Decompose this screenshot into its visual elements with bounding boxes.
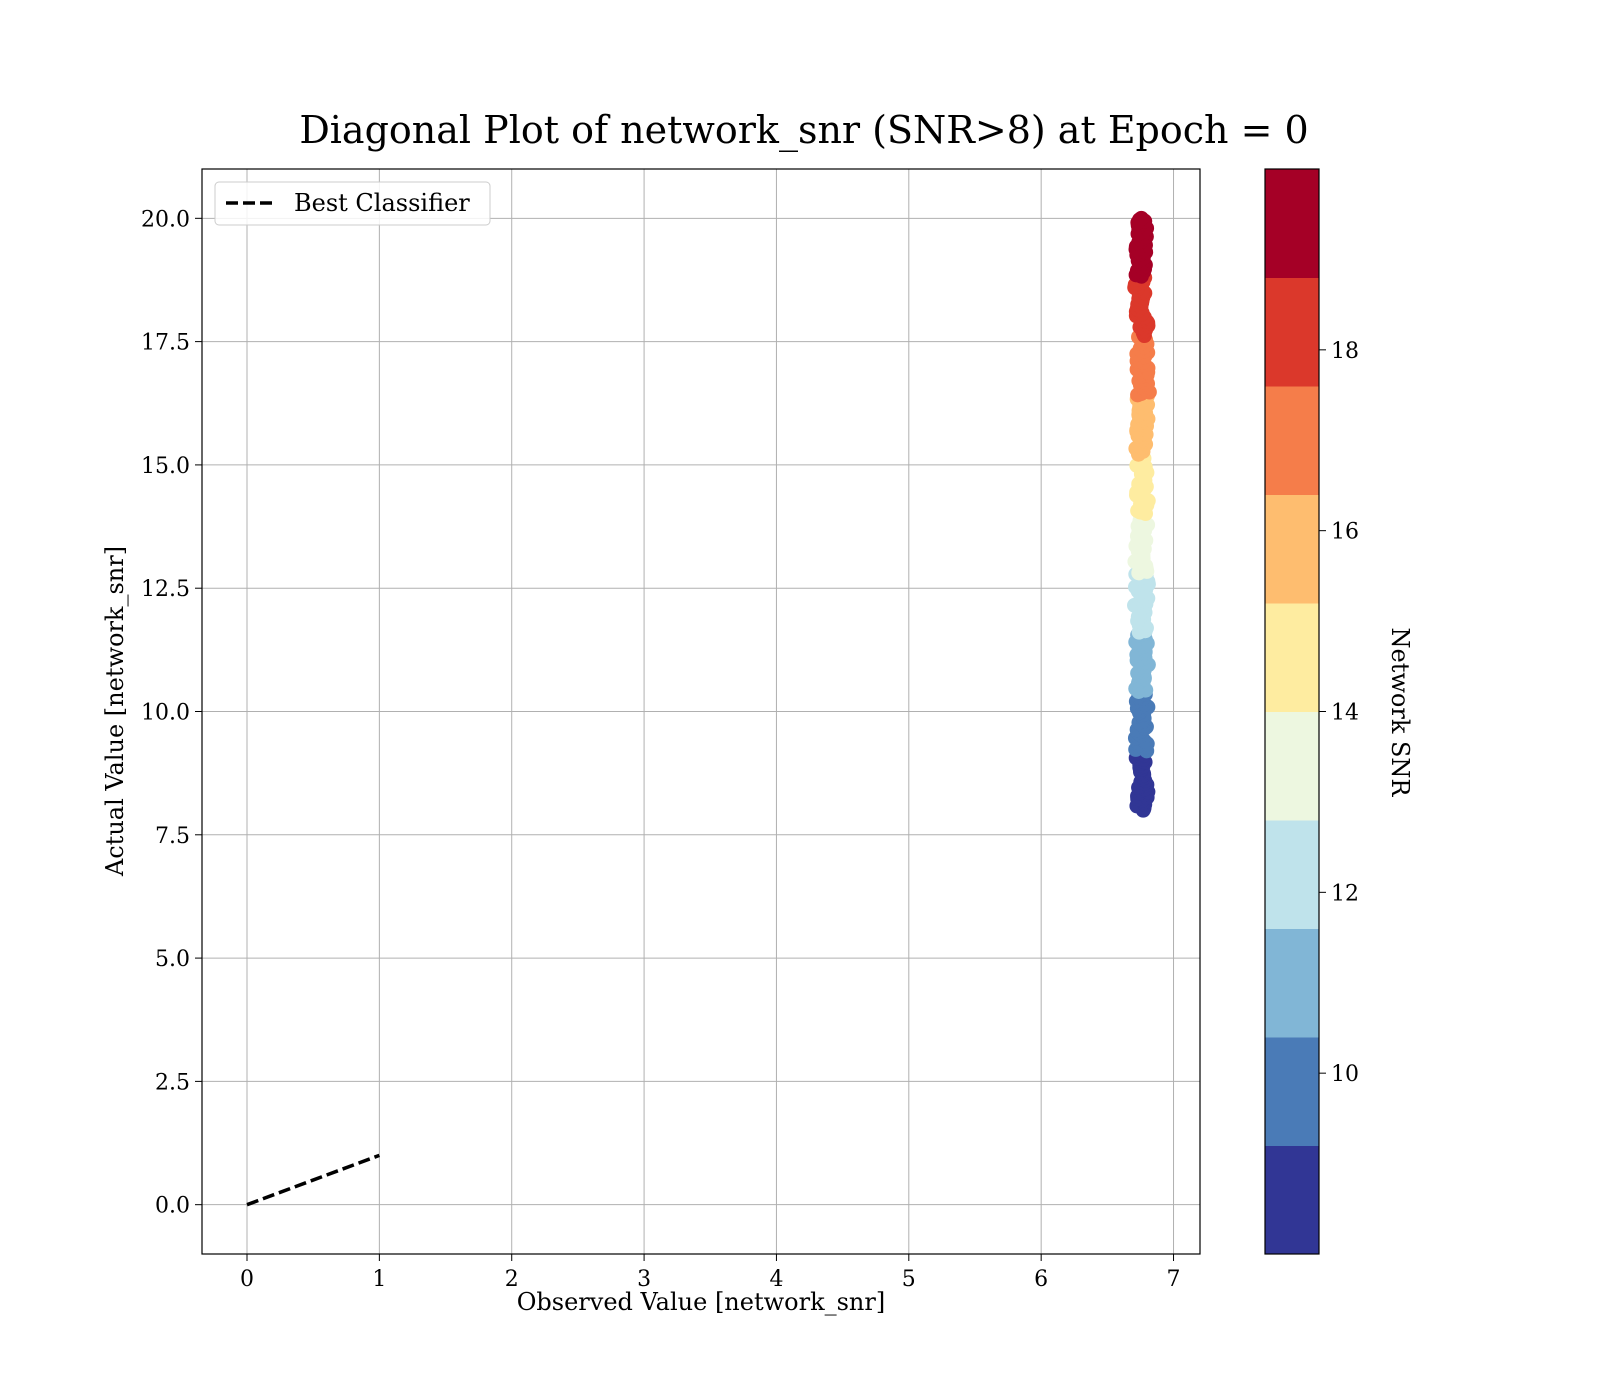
x-tick-label: 3 bbox=[637, 1267, 651, 1292]
y-tick-label: 20.0 bbox=[141, 207, 190, 232]
x-tick-label: 6 bbox=[1034, 1267, 1048, 1292]
colorbar bbox=[1264, 168, 1320, 1255]
x-tick-label: 2 bbox=[505, 1267, 519, 1292]
grid-lines bbox=[202, 169, 1200, 1254]
x-tick-label: 0 bbox=[240, 1267, 254, 1292]
colorbar-segment bbox=[1265, 711, 1319, 821]
x-axis-label: Observed Value [network_snr] bbox=[517, 1288, 885, 1316]
best-classifier-segment bbox=[246, 1153, 380, 1207]
x-tick-label: 1 bbox=[372, 1267, 386, 1292]
legend: Best Classifier bbox=[214, 181, 491, 226]
colorbar-tick-label: 14 bbox=[1331, 701, 1359, 726]
y-axis-label: Actual Value [network_snr] bbox=[101, 546, 129, 877]
legend-entry-best-classifier: Best Classifier bbox=[294, 189, 470, 217]
best-classifier-line bbox=[246, 1153, 380, 1207]
scatter-point bbox=[1133, 210, 1149, 226]
colorbar-segment bbox=[1265, 603, 1319, 712]
chart-title: Diagonal Plot of network_snr (SNR>8) at … bbox=[299, 108, 1308, 153]
x-tick-label: 5 bbox=[902, 1267, 916, 1292]
x-tick-label: 7 bbox=[1167, 1267, 1181, 1292]
y-tick-label: 0.0 bbox=[155, 1194, 190, 1219]
colorbar-tick-label: 16 bbox=[1331, 520, 1359, 545]
scatter-points bbox=[1127, 210, 1157, 818]
colorbar-segment bbox=[1265, 1037, 1319, 1146]
colorbar-ticks: 10 12 14 16 18 bbox=[1319, 339, 1359, 1087]
colorbar-segment bbox=[1265, 1145, 1319, 1255]
colorbar-segment bbox=[1265, 928, 1319, 1038]
colorbar-segment bbox=[1265, 820, 1319, 929]
colorbar-segment bbox=[1265, 386, 1319, 495]
colorbar-tick-label: 18 bbox=[1331, 339, 1359, 364]
colorbar-segment bbox=[1265, 169, 1319, 278]
y-axis-ticks: 0.0 2.5 5.0 7.5 10.0 12.5 15.0 17.5 20.0 bbox=[141, 207, 202, 1219]
y-tick-label: 15.0 bbox=[141, 454, 190, 479]
x-tick-label: 4 bbox=[769, 1267, 783, 1292]
y-tick-label: 7.5 bbox=[155, 824, 190, 849]
y-tick-label: 10.0 bbox=[141, 701, 190, 726]
colorbar-tick-label: 10 bbox=[1331, 1062, 1359, 1087]
legend-box bbox=[214, 181, 491, 226]
colorbar-tick-label: 12 bbox=[1331, 881, 1359, 906]
colorbar-label: Network SNR bbox=[1386, 628, 1414, 798]
colorbar-segment bbox=[1265, 494, 1319, 604]
y-tick-label: 17.5 bbox=[141, 331, 190, 356]
y-tick-label: 5.0 bbox=[155, 947, 190, 972]
colorbar-segment bbox=[1265, 277, 1319, 387]
y-tick-label: 2.5 bbox=[155, 1070, 190, 1095]
y-tick-label: 12.5 bbox=[141, 577, 190, 602]
x-axis-ticks: 0 1 2 3 4 5 6 7 bbox=[240, 1254, 1181, 1292]
